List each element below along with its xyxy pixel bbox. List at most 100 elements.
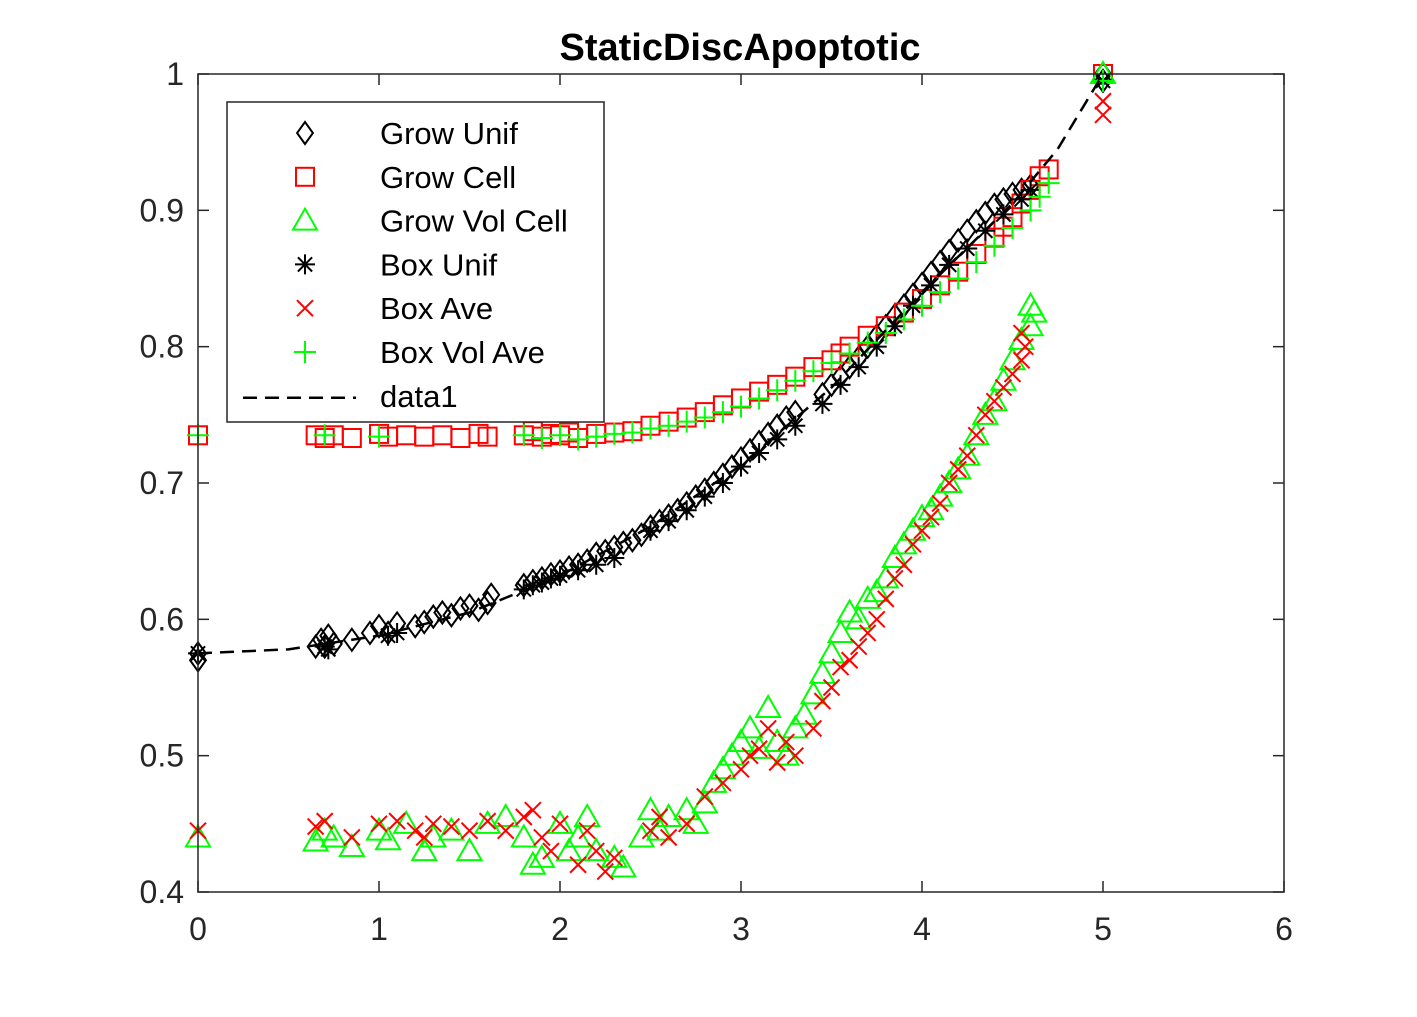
series-data1 [197,73,1105,655]
data-point [921,275,942,296]
data-point [424,603,443,630]
data-point [424,815,443,833]
data-point [604,547,625,568]
data-point [657,414,680,437]
legend-marker-swatch [294,341,316,363]
data-point [582,837,610,862]
data-point [338,832,366,858]
data-point [368,425,390,448]
data-point [1003,365,1022,383]
data-point [578,821,596,840]
chart-title: StaticDiscApoptotic [559,27,920,69]
legend-marker-swatch [295,166,315,187]
data-point [410,837,438,862]
data-layer [184,59,1117,881]
data-point [596,862,614,881]
legend-item[interactable]: Box Unif [295,247,498,282]
legend-label: data1 [380,379,458,414]
data-point [627,823,656,848]
data-point [658,511,679,532]
y-tick-label: 0.8 [140,329,184,365]
data-point [567,428,590,451]
plot-frame [197,73,1285,893]
data-point [947,267,970,290]
legend-item[interactable]: Grow Vol Cell [291,204,568,239]
data-point [831,658,850,676]
data-point [387,622,408,643]
data-point [1012,324,1031,342]
data-point [1028,185,1051,208]
data-point [931,494,949,513]
legend-item[interactable]: Box Vol Ave [294,335,545,370]
x-tick-label: 6 [1275,911,1293,947]
data-point [749,443,770,464]
data-point [777,404,796,431]
legend-label: Grow Unif [380,116,518,151]
data-point [605,849,624,867]
legend-box [226,101,605,423]
series-line [197,73,1105,655]
data-point [524,801,542,819]
data-point [318,639,339,660]
y-tick-label: 0.7 [140,465,184,501]
data-point [709,755,737,780]
data-point [478,812,497,830]
data-point [510,823,538,848]
data-point [732,760,750,779]
data-point [392,809,420,834]
data-point [736,714,764,739]
data-point [587,842,605,860]
data-point [569,856,587,874]
legend[interactable]: Grow Unif Grow Cell Grow Vol Cell Box Unif B… [226,101,605,423]
data-point [727,728,755,753]
data-point [320,823,348,848]
x-tick-label: 5 [1094,911,1112,947]
data-point [953,441,981,466]
data-point [600,843,629,868]
data-point [442,817,461,836]
legend-item[interactable]: Grow Cell [295,160,516,195]
data-point [639,417,662,440]
data-point [1094,92,1112,110]
data-point [406,821,424,840]
y-tick-label: 1 [166,56,184,92]
data-point [917,496,945,521]
data-point [694,486,715,507]
data-point [748,387,771,410]
data-point [437,816,466,841]
data-point [799,680,828,705]
data-point [781,714,810,739]
data-point [817,639,846,664]
legend-item[interactable]: data1 [243,379,458,414]
data-point [929,281,952,304]
data-point [623,527,642,553]
data-point [636,796,665,821]
x-tick-label: 3 [732,911,750,947]
data-point [555,837,583,862]
data-point [745,734,773,759]
data-point [983,234,1006,257]
data-point [858,624,877,642]
data-point [577,547,597,574]
tick-labels: 0 1 2 3 4 5 6 0.4 0.5 0.6 0.7 0.8 0.9 1 [140,56,1293,947]
data-point [415,828,433,847]
data-point [790,700,819,725]
data-point [641,821,660,840]
data-point [1037,172,1060,195]
data-point [585,425,608,448]
data-point [415,609,434,635]
data-point [568,560,589,581]
data-point [913,522,931,540]
y-tick-label: 0.5 [140,738,184,774]
data-point [603,422,626,445]
data-point [886,569,904,588]
data-point [542,842,560,860]
data-point [877,590,895,608]
data-point [786,746,805,765]
data-point [881,543,909,568]
data-point [442,602,461,628]
legend-item[interactable]: Grow Unif [295,116,518,151]
legend-item[interactable]: Box Ave [296,291,493,326]
data-point [370,815,388,833]
data-point [935,468,963,493]
